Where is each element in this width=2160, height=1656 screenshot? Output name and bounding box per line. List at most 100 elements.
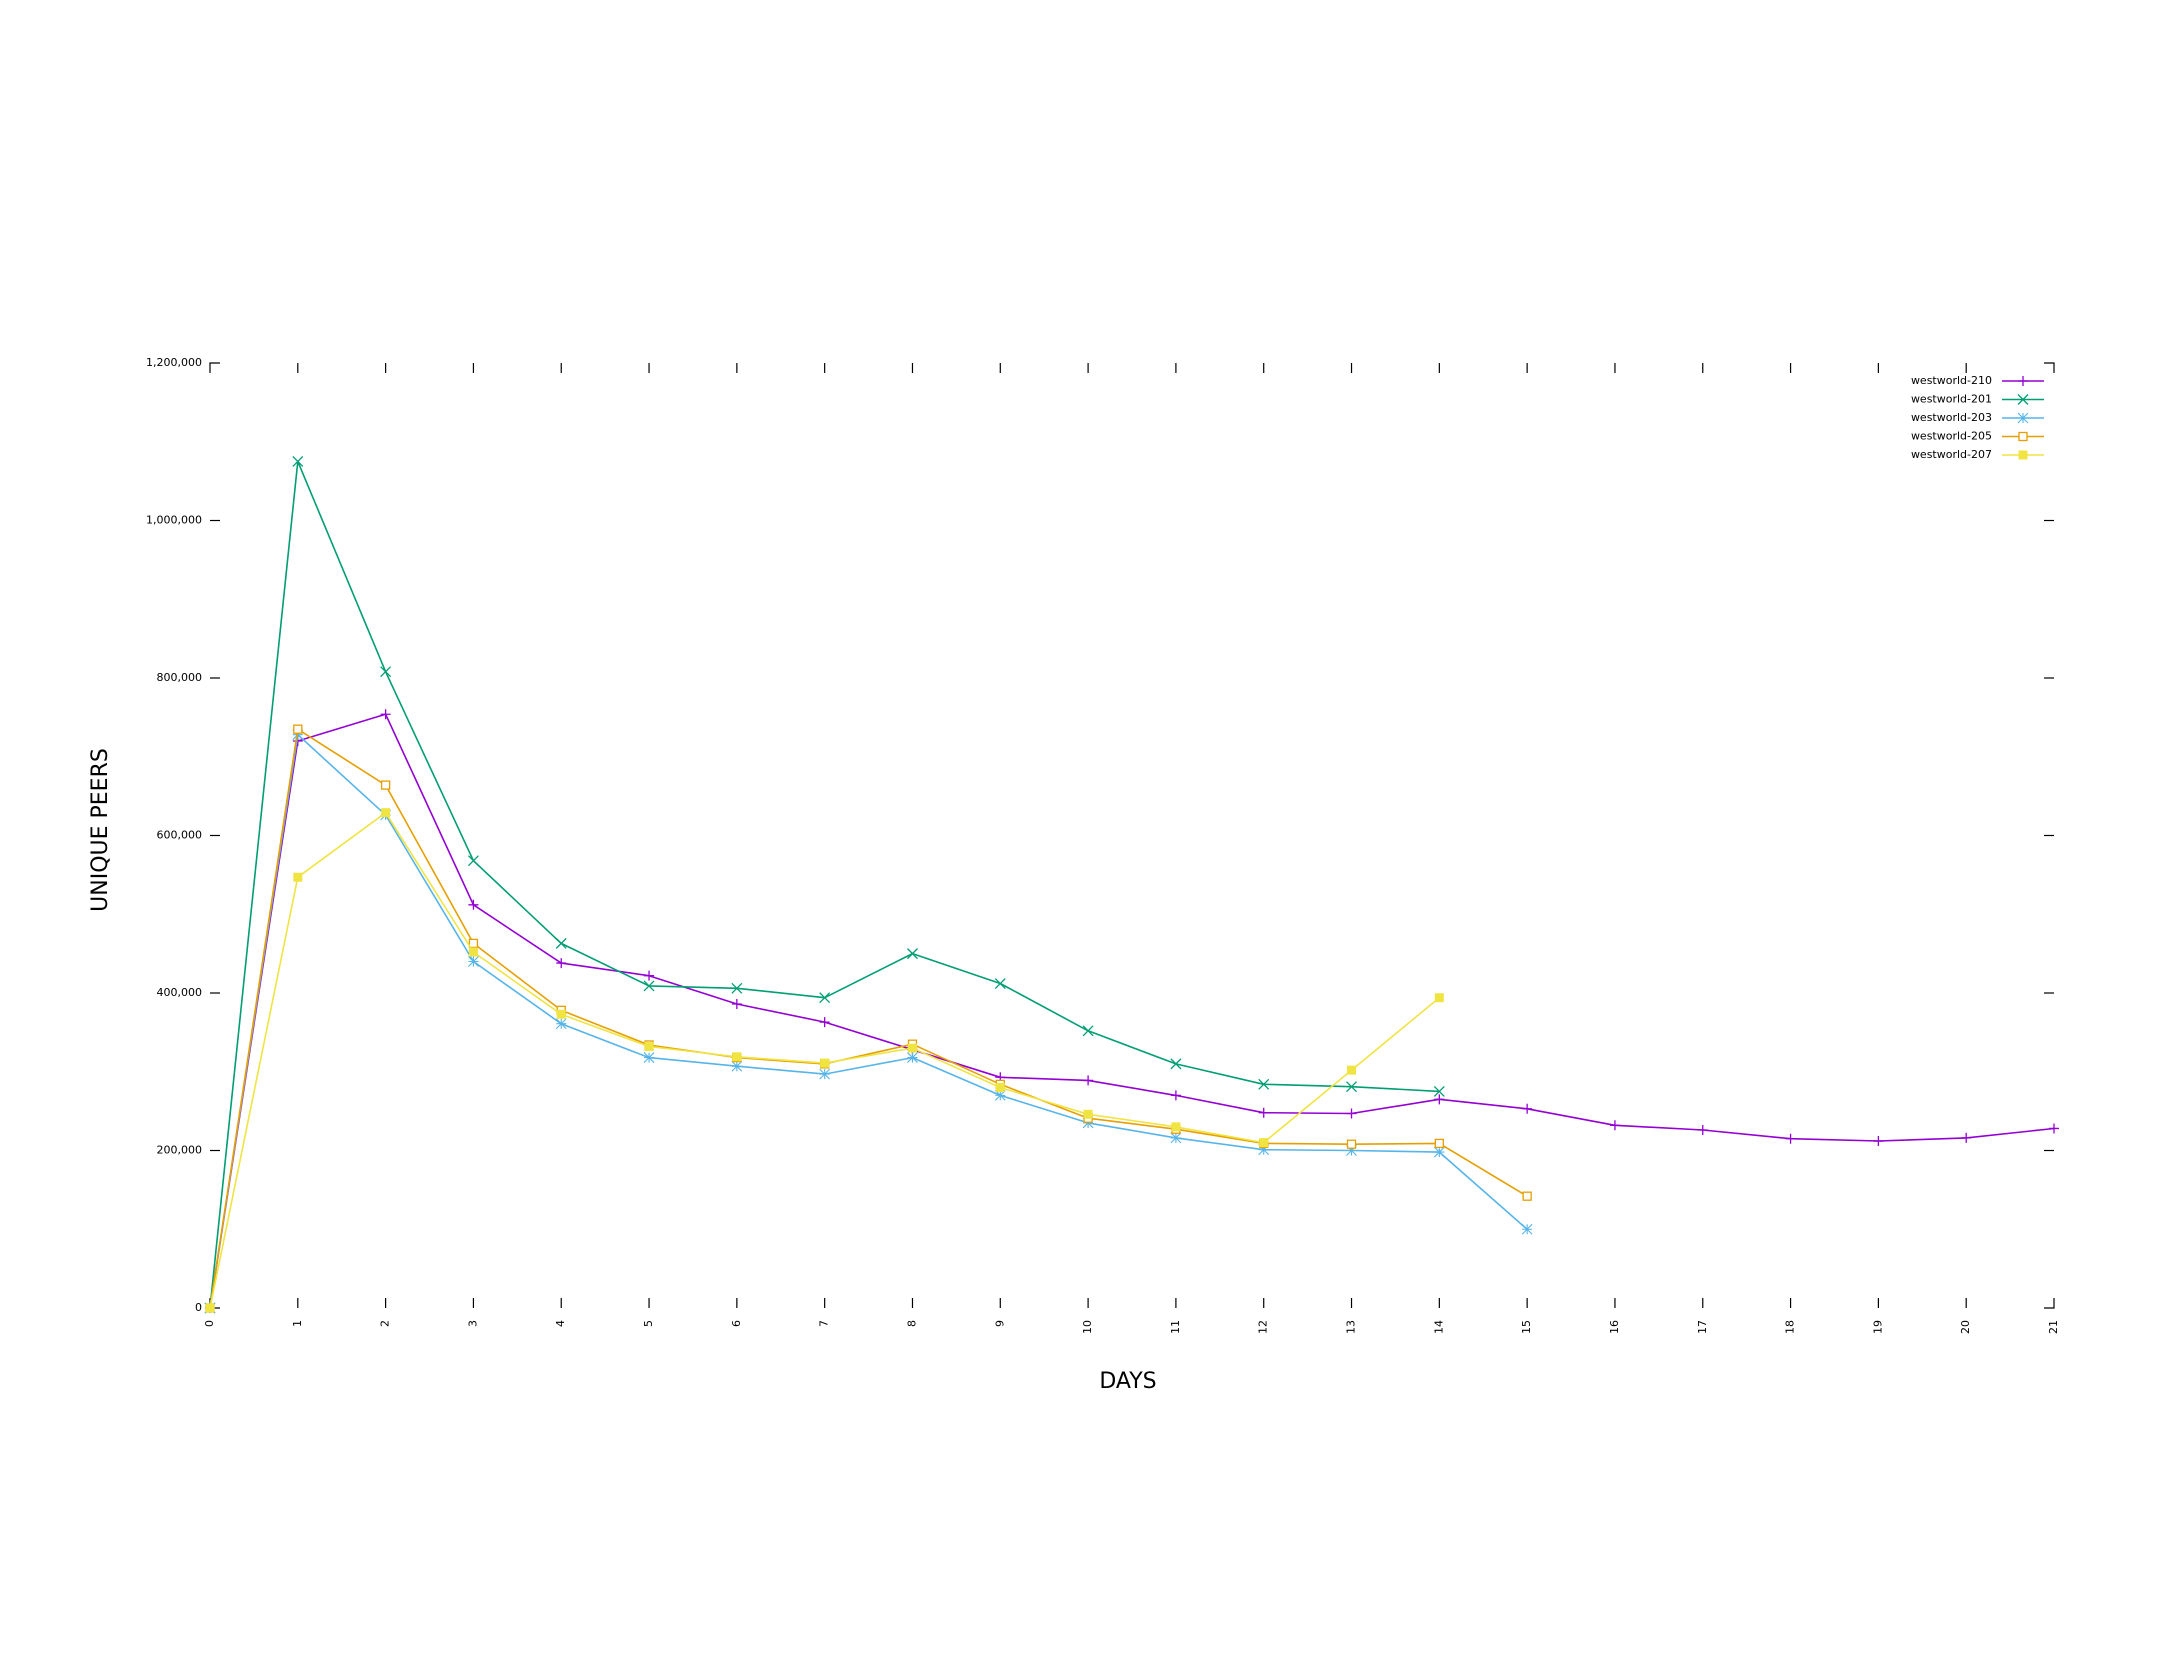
legend-marker [2017, 394, 2029, 405]
legend-entry: westworld-210 [1911, 374, 2044, 387]
series-line [209, 460, 1440, 1309]
series-westworld-203 [204, 729, 1533, 1314]
series-line [209, 733, 1528, 1309]
y-tick-label: 800,000 [157, 671, 203, 684]
data-point [1082, 1025, 1094, 1037]
y-axis-ticks: 0 200,000 400,000 600,000 800,000 1,000,000 1,… [146, 356, 2054, 1314]
data-point [731, 982, 743, 994]
legend-label: westworld-207 [1911, 448, 1992, 461]
data-point [907, 948, 918, 960]
x-tick-label: 17 [1696, 1320, 1709, 1334]
axis-corner-top-right [2044, 362, 2055, 373]
x-tick-label: 9 [993, 1320, 1006, 1327]
data-point [1697, 1125, 1708, 1136]
x-tick-label: 15 [1520, 1320, 1533, 1334]
x-tick-label: 1 [291, 1320, 304, 1327]
x-axis-ticks: 0 1 2 3 4 5 6 7 8 9 10 11 12 13 14 15 16 17 18 19 20 21 [203, 363, 2060, 1334]
x-tick-label: 11 [1169, 1320, 1182, 1334]
y-axis-title: UNIQUE PEERS [88, 748, 113, 912]
data-point [1785, 1133, 1796, 1144]
x-tick-label: 10 [1081, 1320, 1094, 1334]
x-tick-label: 4 [554, 1320, 567, 1327]
y-tick-label: 200,000 [157, 1144, 203, 1157]
legend-entry: westworld-205 [1911, 430, 2044, 443]
data-point [1170, 1090, 1181, 1101]
data-point [1258, 1107, 1269, 1118]
legend: westworld-210 westworld-201 westworld-203 w… [1911, 374, 2044, 461]
data-point [555, 1018, 567, 1030]
x-tick-label: 21 [2047, 1320, 2060, 1334]
x-tick-label: 6 [730, 1320, 743, 1327]
series-westworld-205 [205, 724, 1532, 1313]
x-tick-label: 12 [1257, 1320, 1270, 1334]
data-point [820, 1058, 830, 1068]
data-point [1434, 993, 1444, 1003]
data-point [293, 872, 303, 882]
data-point [555, 937, 567, 949]
data-point [1873, 1136, 1884, 1147]
data-point [1522, 1191, 1532, 1201]
data-point [644, 1042, 654, 1052]
x-tick-label: 19 [1871, 1320, 1884, 1334]
data-point [995, 1083, 1005, 1092]
data-point [731, 1060, 743, 1072]
data-point [1347, 1065, 1357, 1075]
data-point [1171, 1122, 1181, 1132]
data-point [1433, 1085, 1445, 1097]
data-point [1433, 1146, 1445, 1158]
x-tick-label: 0 [203, 1320, 216, 1327]
y-tick-label: 1,200,000 [146, 356, 202, 369]
data-point [556, 1009, 566, 1019]
data-point [643, 980, 655, 992]
data-point [1170, 1058, 1182, 1070]
x-tick-label: 7 [818, 1320, 831, 1327]
data-point [994, 978, 1006, 990]
data-point [1259, 1138, 1269, 1148]
data-point [205, 1303, 215, 1313]
data-point [819, 992, 831, 1004]
legend-entry: westworld-207 [1911, 448, 2044, 461]
x-tick-label: 18 [1784, 1320, 1797, 1334]
legend-marker [2018, 450, 2028, 460]
data-point [819, 1068, 831, 1080]
data-point [1346, 1108, 1357, 1119]
data-point [381, 808, 391, 818]
data-point [994, 1089, 1006, 1101]
data-point [1961, 1132, 1972, 1143]
data-point [1083, 1075, 1094, 1086]
data-point [1434, 1094, 1445, 1105]
legend-marker [2018, 376, 2028, 386]
data-point [1258, 1144, 1270, 1156]
data-point [293, 724, 303, 734]
data-point [819, 1017, 830, 1028]
legend-marker [2018, 431, 2028, 442]
x-tick-label: 13 [1345, 1320, 1358, 1334]
data-point [907, 1052, 918, 1063]
data-point [380, 666, 392, 678]
data-point [1258, 1078, 1270, 1090]
data-point [1346, 1081, 1357, 1093]
series-westworld-207 [205, 808, 1444, 1313]
data-point [292, 729, 304, 741]
series-westworld-210 [205, 709, 2059, 1313]
axes [209, 362, 2055, 1309]
data-point [1434, 1138, 1444, 1149]
legend-label: westworld-203 [1911, 411, 1992, 424]
data-point [907, 1043, 917, 1053]
data-point [643, 1052, 655, 1063]
x-axis-title: DAYS [1099, 1369, 1156, 1394]
x-tick-label: 16 [1608, 1320, 1621, 1334]
legend-entry: westworld-201 [1911, 393, 2044, 406]
data-point [1170, 1132, 1182, 1144]
data-point [1083, 1109, 1093, 1119]
x-tick-label: 20 [1959, 1320, 1972, 1334]
data-point [1346, 1139, 1357, 1149]
series-westworld-201 [204, 455, 1445, 1314]
data-point [468, 947, 478, 957]
data-point [556, 958, 567, 969]
data-point [1082, 1117, 1094, 1129]
data-point [731, 999, 742, 1010]
y-tick-label: 600,000 [157, 829, 203, 842]
series-line [209, 728, 1528, 1309]
